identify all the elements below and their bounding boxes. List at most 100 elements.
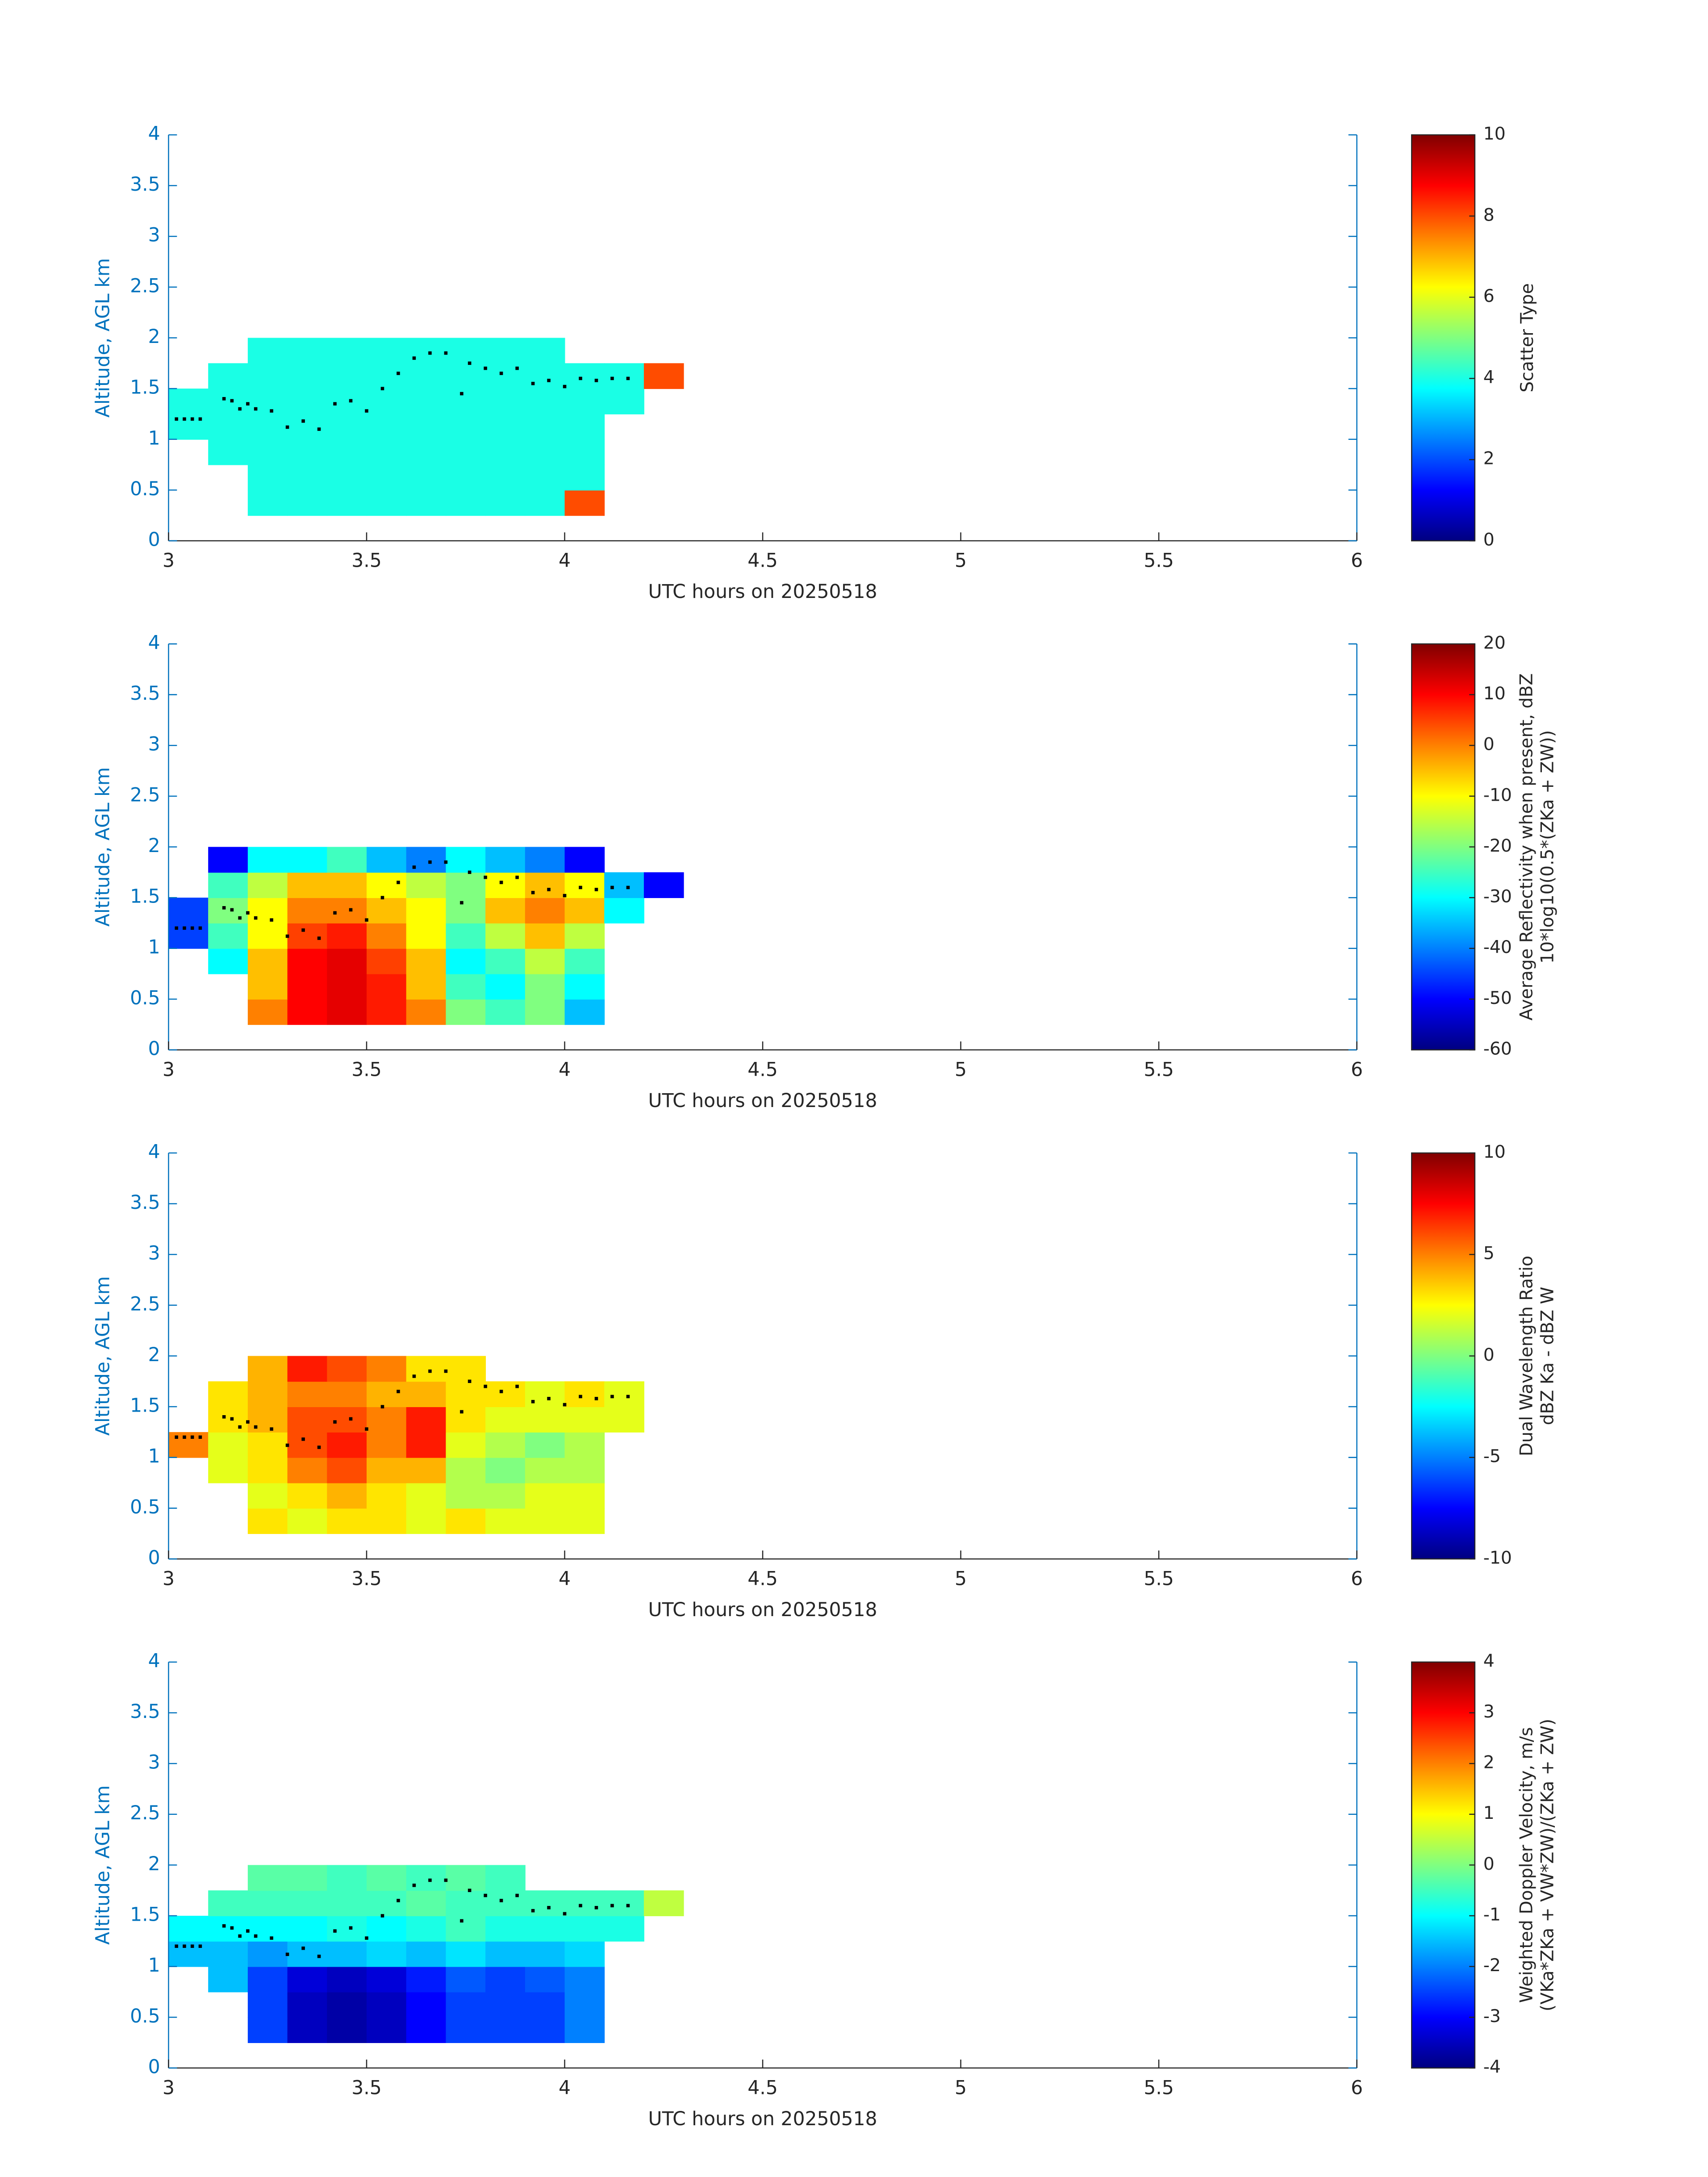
data-point bbox=[254, 407, 258, 411]
heatmap-cell bbox=[406, 1941, 447, 1967]
heatmap-cell bbox=[485, 439, 526, 465]
data-point bbox=[222, 1924, 226, 1928]
data-point bbox=[594, 379, 598, 382]
heatmap-cell bbox=[485, 974, 526, 1000]
heatmap-cell bbox=[604, 1381, 644, 1407]
y-tick-label: 0.5 bbox=[130, 987, 160, 1009]
heatmap-cell bbox=[327, 872, 367, 898]
heatmap-cell bbox=[406, 389, 447, 414]
heatmap-cell bbox=[287, 1381, 328, 1407]
heatmap-cell bbox=[366, 490, 407, 516]
data-point bbox=[460, 1919, 464, 1923]
heatmap-cell bbox=[327, 1356, 367, 1382]
heatmap-cell bbox=[485, 1941, 526, 1967]
heatmap-cell bbox=[564, 2017, 605, 2043]
heatmap-cell bbox=[564, 1890, 605, 1916]
heatmap-cell bbox=[287, 389, 328, 414]
heatmap-cell bbox=[287, 363, 328, 389]
heatmap-cell bbox=[366, 1992, 407, 2018]
x-tick-label: 5.5 bbox=[1144, 2077, 1174, 2099]
y-tick-label: 2 bbox=[148, 326, 160, 348]
x-axis-label: UTC hours on 20250518 bbox=[648, 581, 877, 603]
data-point bbox=[230, 908, 234, 912]
heatmap-cell bbox=[287, 1508, 328, 1534]
data-point bbox=[349, 1417, 353, 1421]
data-point bbox=[499, 372, 503, 375]
data-point bbox=[444, 860, 448, 864]
y-tick-label: 1 bbox=[148, 1955, 160, 1976]
heatmap-cell bbox=[406, 1865, 447, 1891]
x-axis-label: UTC hours on 20250518 bbox=[648, 2108, 877, 2130]
heatmap-cell bbox=[327, 1483, 367, 1509]
data-point bbox=[246, 1929, 250, 1933]
heatmap-cell bbox=[525, 999, 565, 1025]
heatmap-cell bbox=[446, 490, 486, 516]
colorbar-tick-label: 20 bbox=[1483, 633, 1506, 653]
x-tick-label: 5 bbox=[955, 1059, 967, 1081]
y-tick-label: 0.5 bbox=[130, 2006, 160, 2027]
colorbar-tick-label: 4 bbox=[1483, 368, 1495, 388]
heatmap-cell bbox=[564, 1992, 605, 2018]
colorbar-tick-label: -4 bbox=[1483, 2057, 1501, 2077]
heatmap-cell bbox=[247, 464, 288, 491]
heatmap-cell bbox=[564, 1381, 605, 1407]
heatmap-cell bbox=[247, 1992, 288, 2018]
heatmap-cell bbox=[446, 338, 486, 364]
data-point bbox=[499, 1390, 503, 1393]
heatmap-cell bbox=[564, 1432, 605, 1458]
heatmap-cell bbox=[446, 1483, 486, 1509]
data-point bbox=[531, 890, 535, 894]
data-point bbox=[198, 1944, 202, 1948]
heatmap-cell bbox=[247, 1865, 288, 1891]
heatmap-cell bbox=[366, 1941, 407, 1967]
heatmap-cell bbox=[485, 898, 526, 923]
heatmap-cell bbox=[525, 1966, 565, 1993]
colorbar-tick-label: -10 bbox=[1483, 1548, 1512, 1568]
heatmap-cell bbox=[287, 1890, 328, 1916]
heatmap-cell bbox=[208, 1457, 248, 1483]
x-tick-label: 3 bbox=[163, 550, 175, 572]
heatmap-cell bbox=[247, 1508, 288, 1534]
data-point bbox=[594, 1397, 598, 1400]
heatmap-cell bbox=[247, 1381, 288, 1407]
data-point bbox=[531, 1400, 535, 1404]
heatmap-cell bbox=[446, 1865, 486, 1891]
data-point bbox=[317, 1955, 321, 1958]
heatmap-cell bbox=[327, 490, 367, 516]
data-point bbox=[190, 926, 194, 930]
heatmap-cell bbox=[287, 1457, 328, 1483]
heatmap-cell bbox=[287, 923, 328, 949]
heatmap-cell bbox=[366, 1966, 407, 1993]
heatmap-cell bbox=[485, 1966, 526, 1993]
heatmap-cell bbox=[327, 1381, 367, 1407]
heatmap-cell bbox=[604, 898, 644, 923]
data-point bbox=[563, 1912, 567, 1916]
heatmap-cell bbox=[564, 363, 605, 389]
heatmap-cell bbox=[525, 974, 565, 1000]
colorbar-tick-label: 10 bbox=[1483, 124, 1506, 144]
heatmap-cell bbox=[485, 1457, 526, 1483]
heatmap-cell bbox=[247, 414, 288, 440]
y-tick-label: 1.5 bbox=[130, 1904, 160, 1926]
heatmap-cell bbox=[485, 490, 526, 516]
data-point bbox=[460, 1410, 464, 1414]
heatmap-cell bbox=[485, 1915, 526, 1942]
heatmap-cell bbox=[287, 414, 328, 440]
heatmap-cell bbox=[287, 338, 328, 364]
data-point bbox=[547, 379, 551, 382]
heatmap-cell bbox=[446, 1381, 486, 1407]
y-tick-label: 0.5 bbox=[130, 478, 160, 500]
heatmap-cell bbox=[564, 847, 605, 873]
data-point bbox=[349, 1926, 353, 1930]
heatmap-cell bbox=[208, 363, 248, 389]
y-tick-label: 3.5 bbox=[130, 174, 160, 196]
heatmap-cell bbox=[287, 1966, 328, 1993]
y-tick-label: 1 bbox=[148, 1446, 160, 1467]
data-point bbox=[594, 888, 598, 891]
heatmap-cell bbox=[287, 1356, 328, 1382]
heatmap-cell bbox=[485, 363, 526, 389]
heatmap-cell bbox=[208, 1915, 248, 1942]
heatmap-cell bbox=[485, 1483, 526, 1509]
data-point bbox=[246, 1420, 250, 1424]
data-point bbox=[230, 1417, 234, 1421]
